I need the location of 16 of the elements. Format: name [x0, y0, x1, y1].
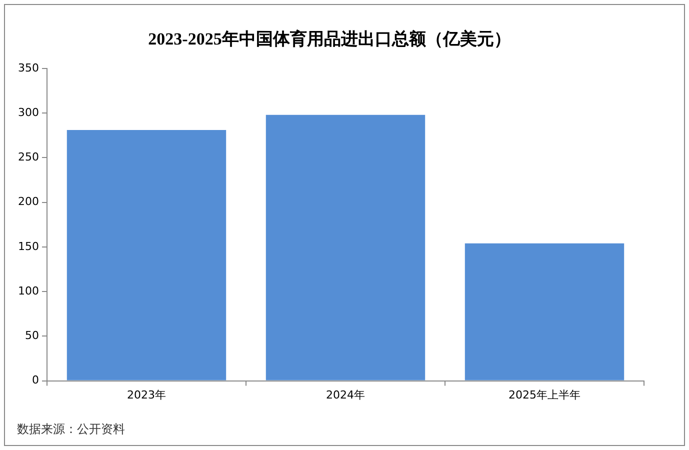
x-tick-label: 2023年: [126, 388, 166, 402]
y-tick-label: 250: [18, 150, 39, 164]
y-tick-label: 100: [18, 284, 39, 298]
y-tick-label: 200: [18, 195, 39, 208]
bar: [464, 243, 624, 380]
x-tick-label: 2025年上半年: [508, 388, 580, 402]
y-tick-label: 300: [18, 106, 39, 119]
x-tick-label: 2024年: [326, 388, 365, 402]
bar: [266, 114, 426, 380]
y-tick-label: 150: [18, 240, 39, 253]
y-tick-label: 350: [18, 61, 39, 74]
bar: [66, 130, 226, 380]
source-note: 数据来源：公开资料: [17, 422, 125, 436]
y-tick-label: 50: [24, 329, 39, 342]
y-tick-label: 0: [32, 374, 39, 387]
chart-title: 2023-2025年中国体育用品进出口总额（亿美元）: [148, 28, 511, 49]
